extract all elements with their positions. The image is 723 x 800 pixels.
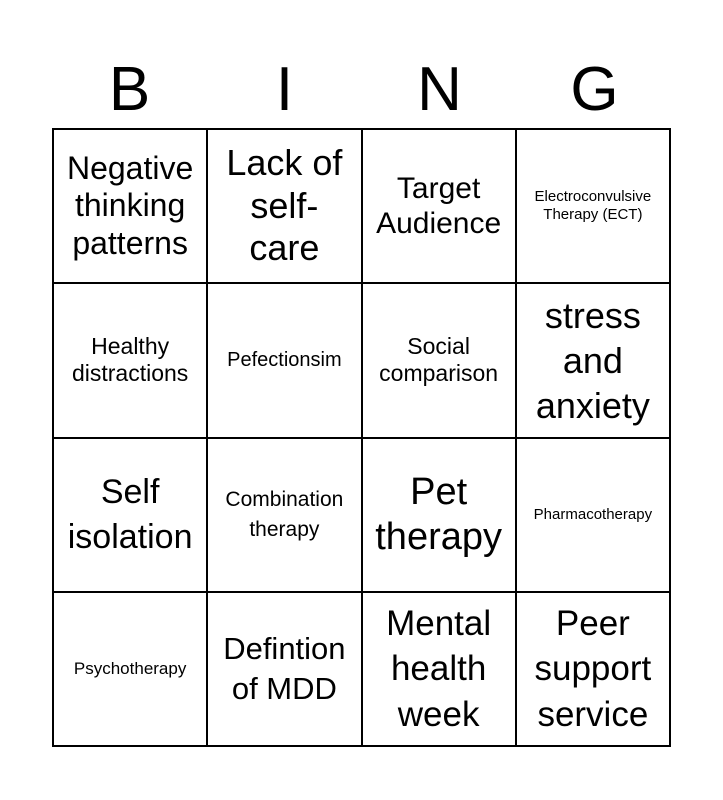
bingo-cell[interactable]: Healthy distractions bbox=[53, 283, 208, 438]
bingo-grid: Negative thinking patterns Lack of self-… bbox=[52, 128, 671, 747]
bingo-cell[interactable]: Mental health week bbox=[361, 591, 516, 746]
bingo-cell[interactable]: Negative thinking patterns bbox=[53, 129, 208, 284]
bingo-cell[interactable]: Electroconvulsive Therapy (ECT) bbox=[515, 129, 670, 284]
bingo-header: B I N G bbox=[52, 52, 672, 128]
bingo-cell[interactable]: stress and anxiety bbox=[515, 283, 670, 438]
bingo-cell[interactable]: Pet therapy bbox=[361, 437, 516, 592]
header-letter-i: I bbox=[275, 55, 294, 124]
bingo-cell[interactable]: Lack of self-care bbox=[207, 129, 362, 284]
bingo-cell[interactable]: Pharmacotherapy bbox=[515, 437, 670, 592]
header-letter-n: N bbox=[417, 55, 462, 124]
bingo-cell[interactable]: Pefectionsim bbox=[207, 283, 362, 438]
header-letter-g: G bbox=[570, 55, 619, 124]
bingo-cell[interactable]: Combination therapy bbox=[207, 437, 362, 592]
bingo-cell[interactable]: Self isolation bbox=[53, 437, 208, 592]
bingo-cell[interactable]: Peer support service bbox=[515, 591, 670, 746]
bingo-cell[interactable]: Defintion of MDD bbox=[207, 591, 362, 746]
bingo-cell[interactable]: Psychotherapy bbox=[53, 591, 208, 746]
bingo-cell[interactable]: Social comparison bbox=[361, 283, 516, 438]
bingo-cell[interactable]: Target Audience bbox=[361, 129, 516, 284]
header-letter-b: B bbox=[108, 55, 151, 124]
